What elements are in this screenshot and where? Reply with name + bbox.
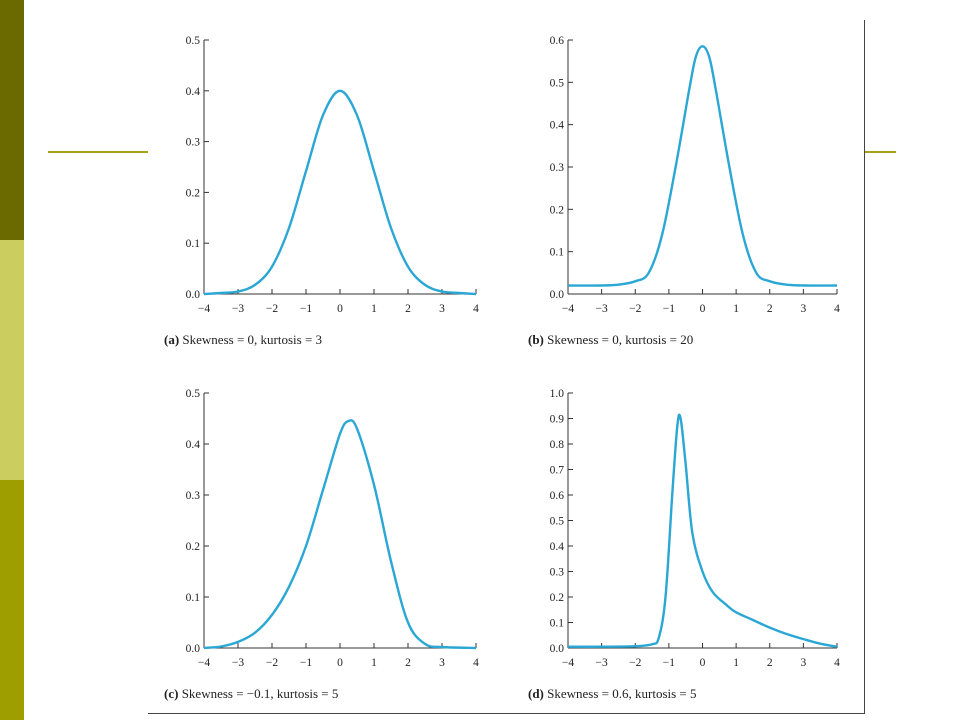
x-tick-label: 0: [337, 657, 343, 669]
x-tick-label: 1: [371, 657, 377, 669]
y-tick-label: 0.5: [186, 388, 201, 400]
x-tick-label: −2: [266, 303, 278, 315]
x-tick-label: −2: [266, 657, 278, 669]
x-tick-label: −4: [198, 657, 210, 669]
y-tick-label: 0.2: [550, 204, 565, 216]
y-tick-label: 0.9: [550, 414, 565, 426]
panel-caption-text: Skewness = 0, kurtosis = 3: [182, 332, 322, 347]
accent-line-left: [48, 151, 148, 153]
y-tick-label: 0.1: [186, 592, 201, 604]
density-curve: [203, 419, 477, 650]
panel-letter: (a): [164, 332, 182, 347]
y-tick-label: 0.6: [550, 490, 565, 502]
x-tick-label: 2: [767, 657, 773, 669]
sidebar-band-middle: [0, 240, 24, 480]
x-tick-label: 4: [834, 303, 840, 315]
y-tick-label: 0.8: [550, 439, 565, 451]
x-tick-label: −3: [232, 657, 244, 669]
y-tick-label: 0.0: [186, 643, 201, 655]
panel-letter: (b): [528, 332, 547, 347]
sidebar-band-bottom: [0, 480, 24, 720]
density-curve: [203, 89, 477, 296]
sidebar-band-top: [0, 0, 24, 240]
y-tick-label: 0.4: [550, 541, 565, 553]
x-tick-label: 2: [405, 303, 411, 315]
y-tick-label: 0.4: [186, 86, 201, 98]
panel-caption: (c) Skewness = −0.1, kurtosis = 5: [164, 686, 338, 701]
x-tick-label: 0: [700, 657, 706, 669]
x-tick-label: −3: [232, 303, 244, 315]
x-tick-label: −1: [300, 303, 312, 315]
x-tick-label: 3: [439, 657, 445, 669]
figure-panel: 0.0 0.1 0.2 0.3 0.4 0.5 −4 −3 −2 −1 0 1 2 3 4 (a) Skewn…: [148, 20, 865, 714]
y-tick-label: 0.6: [550, 35, 565, 47]
x-tick-label: 3: [439, 303, 445, 315]
y-tick-label: 0.5: [186, 35, 201, 47]
x-tick-label: −1: [300, 657, 312, 669]
y-tick-label: 0.1: [550, 618, 565, 630]
x-tick-label: −4: [198, 303, 210, 315]
x-tick-label: 1: [371, 303, 377, 315]
x-tick-label: −3: [596, 303, 608, 315]
x-tick-label: −2: [629, 657, 641, 669]
y-tick-label: 0.0: [550, 643, 565, 655]
x-tick-label: −2: [629, 303, 641, 315]
panel-caption: (b) Skewness = 0, kurtosis = 20: [528, 332, 693, 347]
panel-caption-text: Skewness = 0.6, kurtosis = 5: [547, 686, 696, 701]
x-tick-label: 0: [700, 303, 706, 315]
y-tick-label: 0.1: [550, 247, 565, 259]
x-tick-label: 0: [337, 303, 343, 315]
y-tick-label: 0.1: [186, 238, 201, 250]
panel-letter: (d): [528, 686, 547, 701]
density-curve: [567, 413, 838, 648]
accent-line-right: [862, 151, 896, 153]
y-tick-label: 0.0: [186, 289, 201, 301]
y-tick-label: 0.3: [186, 137, 201, 149]
panel-caption: (a) Skewness = 0, kurtosis = 3: [164, 332, 322, 347]
x-tick-label: 4: [473, 303, 479, 315]
panel-caption: (d) Skewness = 0.6, kurtosis = 5: [528, 686, 697, 701]
y-tick-label: 0.4: [550, 120, 565, 132]
x-tick-label: −4: [562, 303, 574, 315]
x-tick-label: −3: [596, 657, 608, 669]
y-tick-label: 0.2: [186, 187, 201, 199]
y-tick-label: 0.5: [550, 77, 565, 89]
panel-caption-text: Skewness = 0, kurtosis = 20: [547, 332, 693, 347]
y-tick-label: 0.5: [550, 516, 565, 528]
y-tick-label: 0.2: [186, 541, 201, 553]
x-tick-label: 3: [801, 657, 807, 669]
x-tick-label: −1: [663, 657, 675, 669]
density-curve: [567, 45, 838, 287]
x-tick-label: 1: [733, 303, 739, 315]
x-tick-label: 2: [767, 303, 773, 315]
y-tick-label: 0.3: [550, 567, 565, 579]
y-tick-label: 0.3: [550, 162, 565, 174]
y-tick-label: 1.0: [550, 388, 565, 400]
panel-letter: (c): [164, 686, 182, 701]
x-tick-label: 1: [733, 657, 739, 669]
x-tick-label: 4: [473, 657, 479, 669]
x-tick-label: 3: [801, 303, 807, 315]
y-tick-label: 0.0: [550, 289, 565, 301]
y-tick-label: 0.7: [550, 465, 565, 477]
x-tick-label: −4: [562, 657, 574, 669]
panel-caption-text: Skewness = −0.1, kurtosis = 5: [182, 686, 339, 701]
x-tick-label: 2: [405, 657, 411, 669]
distribution-charts: 0.0 0.1 0.2 0.3 0.4 0.5 −4 −3 −2 −1 0 1 2 3 4 (a) Skewn…: [164, 35, 840, 701]
x-tick-label: 4: [834, 657, 840, 669]
y-tick-label: 0.3: [186, 490, 201, 502]
y-tick-label: 0.2: [550, 592, 565, 604]
y-tick-label: 0.4: [186, 439, 201, 451]
x-tick-label: −1: [663, 303, 675, 315]
